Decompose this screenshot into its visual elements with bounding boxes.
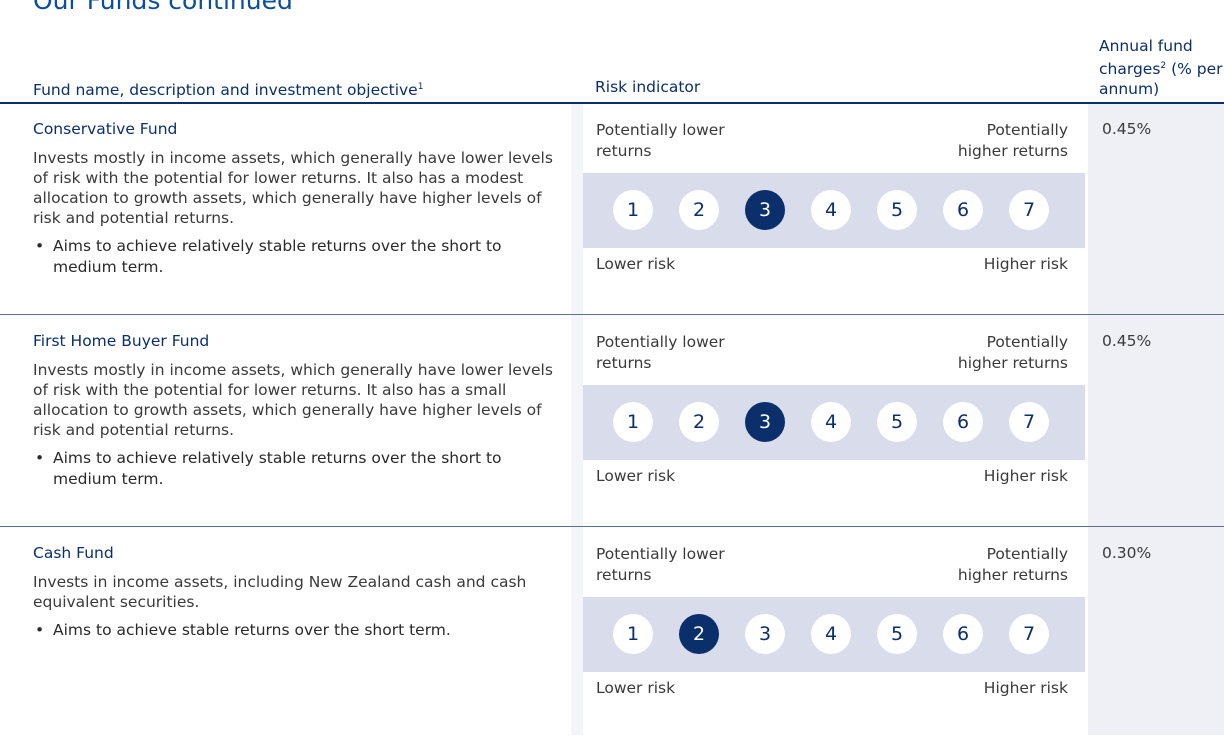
risk-level: 2 — [679, 402, 719, 442]
risk-level: 5 — [877, 190, 917, 230]
column-header: Annual fund charges2 (% per annum) — [1099, 36, 1224, 99]
risk-level-selected: 3 — [745, 402, 785, 442]
footnote-ref: 2 — [1160, 61, 1167, 71]
risk-level: 4 — [811, 190, 851, 230]
risk-level: 1 — [613, 614, 653, 654]
risk-level: 6 — [943, 402, 983, 442]
column-header: Fund name, description and investment ob… — [33, 77, 423, 100]
risk-level: 2 — [679, 190, 719, 230]
risk-label: Higher risk — [983, 467, 1068, 485]
risk-label: Higher risk — [983, 679, 1068, 697]
risk-label: Potentially lower returns — [596, 333, 725, 372]
risk-level: 6 — [943, 614, 983, 654]
risk-label: Potentially lower returns — [596, 545, 725, 584]
risk-level: 4 — [811, 614, 851, 654]
charge-column-bg — [1088, 104, 1224, 735]
column-header: Risk indicator — [595, 78, 701, 96]
risk-level: 7 — [1009, 402, 1049, 442]
risk-label: Higher risk — [983, 255, 1068, 273]
fund-objective: Aims to achieve stable returns over the … — [33, 620, 558, 641]
risk-level-selected: 2 — [679, 614, 719, 654]
risk-level: 1 — [613, 402, 653, 442]
header-rule — [0, 102, 1224, 104]
fund-charge: 0.30% — [1102, 544, 1152, 562]
fund-name: First Home Buyer Fund — [33, 332, 210, 350]
fund-description: Invests mostly in income assets, which g… — [33, 149, 553, 227]
header-text: Annual fund charges — [1099, 37, 1193, 78]
risk-level: 7 — [1009, 190, 1049, 230]
column-gap — [571, 104, 583, 735]
header-text: Fund name, description and investment ob… — [33, 81, 418, 99]
risk-level: 5 — [877, 402, 917, 442]
fund-description: Invests mostly in income assets, which g… — [33, 361, 553, 439]
fund-row: Conservative Fund Invests mostly in incom… — [0, 104, 1224, 314]
fund-objective: Aims to achieve relatively stable return… — [33, 448, 558, 490]
fund-name: Conservative Fund — [33, 120, 178, 138]
risk-level: 7 — [1009, 614, 1049, 654]
fund-objective: Aims to achieve relatively stable return… — [33, 236, 558, 278]
row-separator — [0, 314, 1224, 315]
risk-level-selected: 3 — [745, 190, 785, 230]
risk-label: Potentially higher returns — [957, 545, 1068, 584]
risk-label: Potentially higher returns — [957, 121, 1068, 160]
risk-level: 6 — [943, 190, 983, 230]
fund-row: First Home Buyer Fund Invests mostly in i… — [0, 316, 1224, 526]
fund-name: Cash Fund — [33, 544, 114, 562]
risk-level: 3 — [745, 614, 785, 654]
risk-label: Lower risk — [596, 467, 676, 485]
fund-charge: 0.45% — [1102, 332, 1152, 350]
risk-label: Lower risk — [596, 255, 676, 273]
risk-level: 1 — [613, 190, 653, 230]
page-title: Our Funds continued — [33, 0, 293, 15]
risk-level: 4 — [811, 402, 851, 442]
risk-level: 5 — [877, 614, 917, 654]
risk-label: Lower risk — [596, 679, 676, 697]
row-separator — [0, 526, 1224, 527]
fund-charge: 0.45% — [1102, 120, 1152, 138]
fund-description: Invests in income assets, including New … — [33, 573, 527, 611]
risk-label: Potentially lower returns — [596, 121, 725, 160]
fund-row: Cash Fund Invests in income assets, inclu… — [0, 528, 1224, 738]
risk-label: Potentially higher returns — [957, 333, 1068, 372]
header-text: (% per annum) — [1099, 60, 1223, 98]
footnote-ref: 1 — [417, 82, 424, 92]
